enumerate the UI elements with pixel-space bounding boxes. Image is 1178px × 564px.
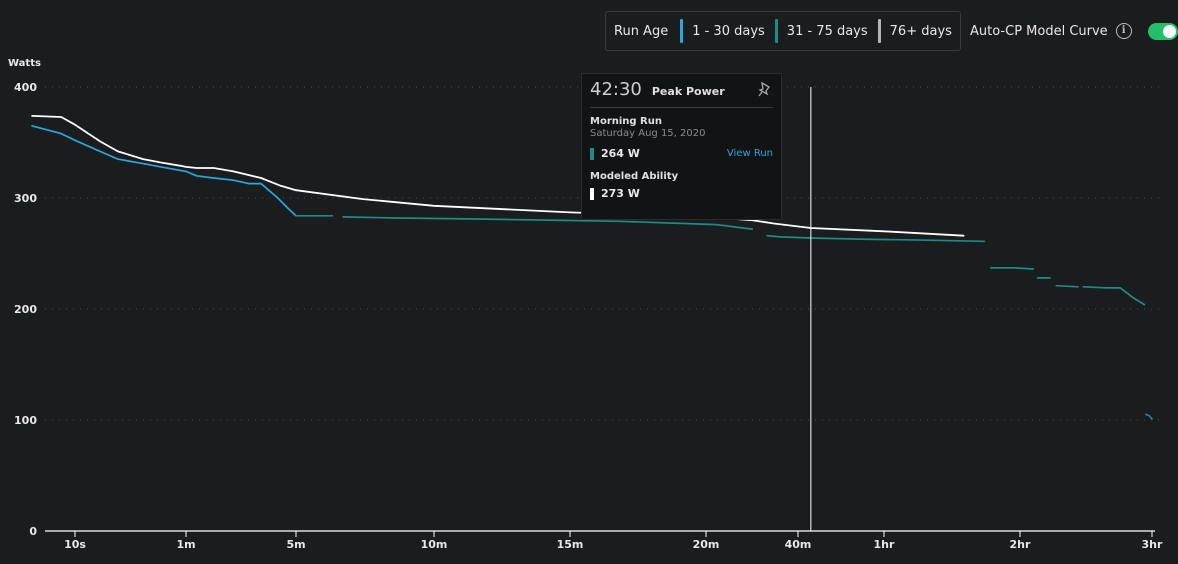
y-axis-ticks: 0 100 200 300 400 (14, 81, 37, 538)
series-line-31-75-days-2[interactable] (766, 234, 986, 243)
x-tick-label: 1m (176, 538, 195, 551)
x-tick-label: 10s (64, 538, 86, 551)
legend-item-76-plus-days[interactable]: 76+ days (877, 19, 952, 43)
x-tick-label: 3hr (1142, 538, 1163, 551)
y-axis-label: Watts (8, 58, 41, 69)
x-tick-label: 40m (785, 538, 812, 551)
tooltip-model-row: 273 W (590, 187, 773, 200)
run-swatch (590, 147, 594, 160)
auto-cp-toggle-switch[interactable] (1147, 22, 1178, 40)
series-line-31-75-days-5[interactable] (1055, 284, 1079, 288)
legend-label: 1 - 30 days (692, 23, 765, 39)
tooltip-run-value: 264 W (601, 147, 640, 160)
x-tick-label: 1hr (874, 538, 895, 551)
series-line-31-75-days-6[interactable] (1082, 285, 1146, 306)
legend-swatch (877, 19, 881, 43)
toggle-knob (1162, 24, 1176, 38)
info-icon[interactable]: i (1115, 23, 1132, 39)
series-lines[interactable] (31, 115, 1153, 420)
x-axis-ticks: 10s 1m 5m 10m 15m 20m 40m 1hr 2hr 3hr (64, 531, 1163, 551)
series-line-31-75-days-7[interactable] (1145, 413, 1153, 420)
series-line-1-30-days-0[interactable] (31, 125, 297, 217)
run-age-legend: Run Age 1 - 30 days 31 - 75 days 76+ day… (605, 11, 961, 51)
model-swatch (590, 187, 594, 200)
series-line-31-75-days-1[interactable] (342, 216, 754, 230)
legend-label: 31 - 75 days (786, 23, 868, 39)
tooltip-duration: 42:30 (590, 79, 642, 100)
toggle-label: Auto-CP Model Curve (970, 23, 1108, 39)
pin-icon[interactable] (758, 81, 771, 101)
series-line-31-75-days-3[interactable] (989, 267, 1035, 270)
legend-swatch (680, 19, 684, 43)
tooltip-model-label: Modeled Ability (590, 171, 679, 182)
y-tick-label: 200 (14, 303, 37, 316)
x-tick-label: 5m (286, 538, 305, 551)
legend-label: 76+ days (889, 23, 952, 39)
tooltip-run-name: Morning Run (590, 116, 662, 127)
legend-title: Run Age (614, 23, 669, 39)
y-tick-label: 0 (29, 525, 37, 538)
legend-item-1-30-days[interactable]: 1 - 30 days (680, 19, 775, 43)
x-tick-label: 10m (421, 538, 448, 551)
hover-tooltip: 42:30 Peak Power Morning Run Saturday Au… (581, 73, 782, 220)
tooltip-run-date: Saturday Aug 15, 2020 (590, 128, 706, 139)
tooltip-model-value: 273 W (601, 187, 640, 200)
tooltip-title: Peak Power (651, 85, 725, 98)
y-tick-label: 300 (14, 192, 37, 205)
tooltip-header: 42:30 Peak Power (590, 74, 773, 108)
tooltip-run-row: 264 W View Run (590, 147, 773, 160)
legend-item-31-75-days[interactable]: 31 - 75 days (774, 19, 878, 43)
x-tick-label: 20m (693, 538, 720, 551)
y-tick-label: 400 (14, 81, 37, 94)
x-tick-label: 15m (557, 538, 584, 551)
series-line-auto-cp-model-curve-0[interactable] (31, 115, 965, 237)
y-tick-label: 100 (14, 414, 37, 427)
x-tick-label: 2hr (1010, 538, 1031, 551)
view-run-link[interactable]: View Run (726, 148, 773, 159)
model-curve-toggle-group: Auto-CP Model Curve i (970, 18, 1178, 44)
legend-swatch (774, 19, 778, 43)
